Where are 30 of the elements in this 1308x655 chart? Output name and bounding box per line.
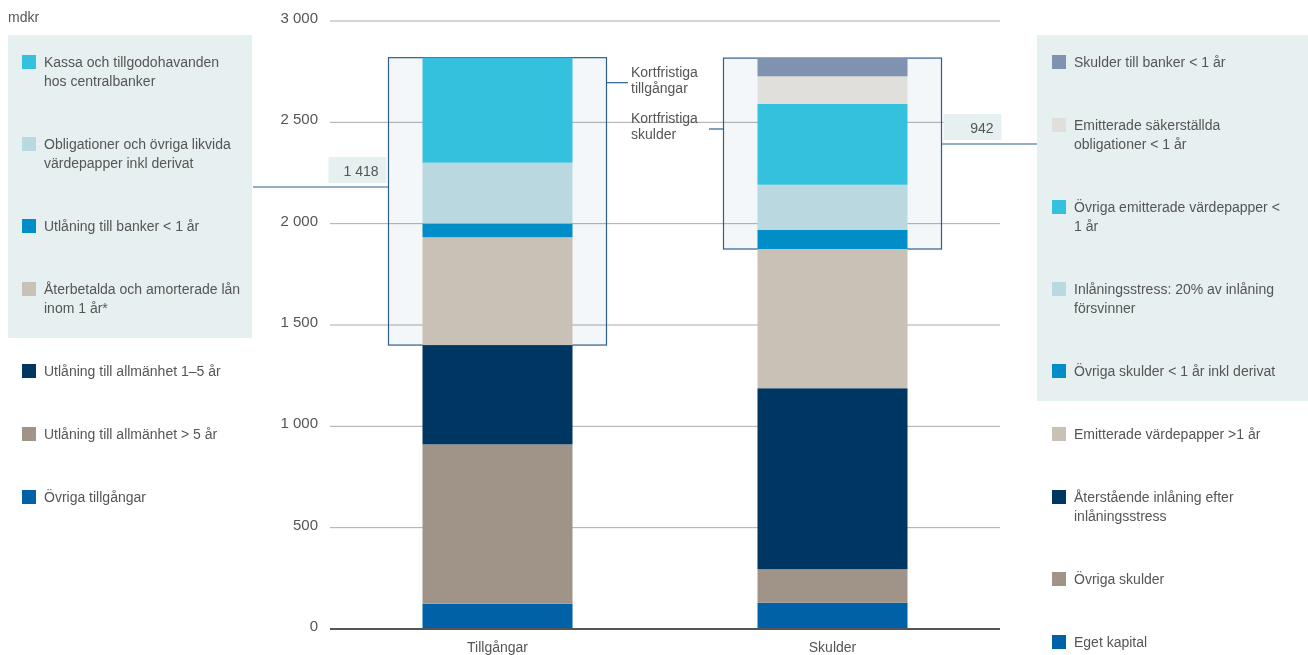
legend-label: Övriga skulder < 1 år inkl derivat: [1074, 362, 1276, 379]
legend-label: Eget kapital: [1074, 634, 1148, 650]
legend-label: Återstående inlåning efter inlåningsstress: [1074, 489, 1234, 524]
legend-label: Emitterade värdepapper >1 år: [1074, 426, 1261, 442]
legend-label: Återbetalda och amorterade lån inom 1 år*: [44, 281, 241, 316]
legend-label: Övriga tillgångar: [44, 488, 147, 505]
y-tick-label: 1 000: [280, 414, 318, 432]
legend-label: Kassa och tillgodohavanden hos centralbanker: [44, 54, 220, 89]
text: mdkr: [8, 9, 40, 25]
legend-label: Obligationer och övriga likvida värdepapper inkl derivat: [44, 136, 231, 171]
legend-label: Övriga skulder: [1074, 570, 1165, 587]
y-tick-label: 3 000: [280, 9, 318, 26]
y-tick-label: 1 500: [280, 313, 318, 330]
x-tick-label: Tillgångar: [467, 639, 529, 655]
x-tick-label: Skulder: [808, 639, 857, 655]
legend-label: Utlåning till allmänhet 1–5 år: [44, 363, 221, 379]
annotation: Kortfristiga tillgångar: [631, 63, 699, 96]
y-tick-label: 500: [292, 515, 318, 533]
legend-label: Utlåning till banker < 1 år: [44, 218, 200, 234]
band-label: 1 418: [343, 163, 379, 179]
legend-label: Utlåning till allmänhet > 5 år: [44, 426, 218, 442]
legend-label: Emitterade säkerställda obligationer < 1 år: [1074, 117, 1221, 152]
y-tick-label: 0: [309, 617, 318, 634]
legend-label: Övriga emitterade värdepapper < 1 år: [1074, 198, 1280, 234]
band-label: 942: [970, 120, 994, 136]
legend-label: Skulder till banker < 1 år: [1074, 54, 1226, 70]
annotation: Kortfristiga skulder: [631, 110, 699, 142]
legend-label: Inlåningsstress: 20% av inlåning försvinner: [1074, 281, 1275, 316]
y-tick-label: 2 000: [280, 211, 318, 229]
y-tick-label: 2 500: [280, 110, 318, 128]
